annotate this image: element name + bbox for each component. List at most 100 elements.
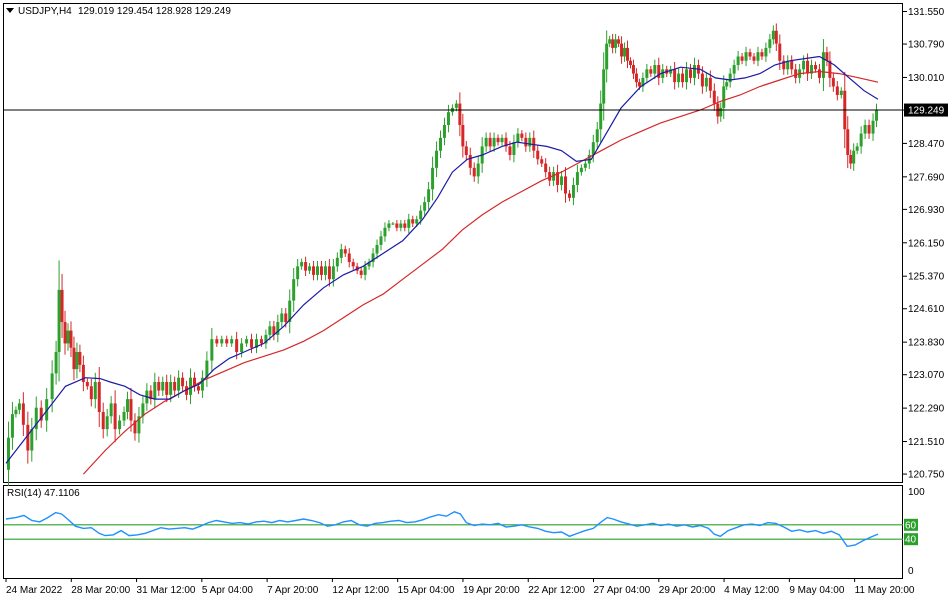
bear-candle (181, 377, 185, 387)
time-tick-label: 27 Apr 04:00 (594, 585, 651, 596)
bull-candle (484, 137, 488, 147)
bull-candle (512, 142, 516, 155)
fast-moving-average-line (5, 55, 879, 464)
bull-candle (280, 313, 284, 323)
bear-candle (508, 146, 512, 155)
bull-candle (756, 52, 760, 61)
bear-candle (794, 69, 798, 78)
bear-candle (327, 266, 331, 280)
bull-candle (821, 52, 825, 78)
bull-candle (54, 352, 58, 374)
bull-candle (719, 107, 723, 117)
bear-candle (790, 60, 794, 70)
bull-candle (367, 262, 371, 267)
bear-candle (173, 381, 177, 391)
bear-candle (673, 69, 677, 83)
bear-candle (284, 313, 288, 323)
bull-candle (863, 124, 867, 134)
bull-candle (391, 223, 395, 225)
bull-candle (379, 236, 383, 245)
bull-candle (363, 266, 367, 275)
bear-candle (165, 381, 169, 395)
bull-candle (200, 377, 204, 391)
ohlc-readout: 129.019 129.454 128.928 129.249 (78, 6, 231, 17)
bull-candle (560, 176, 564, 185)
bear-candle (740, 56, 744, 61)
bear-candle (39, 407, 43, 421)
bull-candle (122, 411, 126, 421)
bear-candle (272, 326, 276, 335)
bull-candle (605, 43, 609, 70)
bear-candle (21, 403, 25, 425)
bull-candle (802, 60, 806, 70)
price-tick-label: 130.010 (908, 73, 945, 84)
bear-candle (867, 124, 871, 134)
symbol-timeframe: USDJPY,H4 (18, 6, 72, 17)
bear-candle (611, 39, 615, 48)
bull-candle (30, 429, 34, 451)
bear-candle (620, 43, 624, 57)
bear-candle (782, 60, 786, 70)
bull-candle (500, 137, 504, 143)
bull-candle (728, 73, 732, 83)
bull-candle (189, 377, 193, 395)
bull-candle (528, 137, 532, 147)
time-tick-label: 28 Mar 20:00 (71, 585, 130, 596)
bull-candle (288, 300, 292, 323)
bull-candle (161, 381, 165, 391)
bear-candle (461, 124, 465, 147)
price-tick-label: 126.930 (908, 205, 945, 216)
time-tick-label: 5 Apr 04:00 (202, 585, 254, 596)
bull-candle (771, 30, 775, 40)
bull-candle (371, 253, 375, 263)
bear-candle (846, 129, 850, 155)
symbol-dropdown-icon[interactable] (6, 8, 14, 13)
bull-candle (205, 360, 209, 378)
price-tick-label: 123.070 (908, 370, 945, 381)
bull-candle (855, 146, 859, 151)
bull-candle (623, 47, 627, 57)
time-tick-label: 4 May 12:00 (724, 585, 779, 596)
bear-candle (157, 381, 161, 391)
price-tick-label: 121.510 (908, 437, 945, 448)
bull-candle (435, 150, 439, 168)
price-tick-label: 125.370 (908, 272, 945, 283)
bear-candle (700, 73, 704, 87)
time-tick-label: 11 May 20:00 (855, 585, 915, 596)
bull-candle (141, 403, 145, 417)
bull-candle (407, 219, 411, 228)
bull-candle (492, 137, 496, 147)
bull-candle (736, 56, 740, 66)
bull-candle (677, 73, 681, 83)
time-axis: 24 Mar 2022 28 Mar 20:00 31 Mar 12:00 5 Apr… (5, 578, 915, 596)
bear-candle (196, 386, 200, 391)
bull-candle (583, 163, 587, 168)
bull-candle (786, 60, 790, 70)
bear-candle (631, 65, 635, 74)
bear-candle (752, 56, 756, 61)
price-tick-label: 122.290 (908, 404, 945, 415)
bear-candle (250, 339, 254, 348)
bull-candle (109, 403, 113, 417)
bull-candle (575, 172, 579, 185)
bull-candle (439, 137, 443, 151)
slow-moving-average-line (82, 70, 879, 475)
bear-candle (748, 52, 752, 57)
bull-candle (852, 150, 856, 164)
bull-candle (415, 219, 419, 224)
bull-candle (210, 339, 214, 361)
price-tick-label: 123.830 (908, 338, 945, 349)
bull-candle (268, 326, 272, 335)
bull-candle (641, 77, 645, 87)
price-tick-label: 126.150 (908, 238, 945, 249)
bull-candle (323, 266, 327, 275)
bear-candle (26, 424, 30, 451)
bull-candle (476, 163, 480, 177)
bull-candle (399, 223, 403, 228)
bull-candle (599, 103, 603, 130)
bear-candle (235, 339, 239, 353)
bear-candle (81, 364, 85, 382)
bear-candle (760, 52, 764, 57)
bull-candle (17, 403, 21, 410)
